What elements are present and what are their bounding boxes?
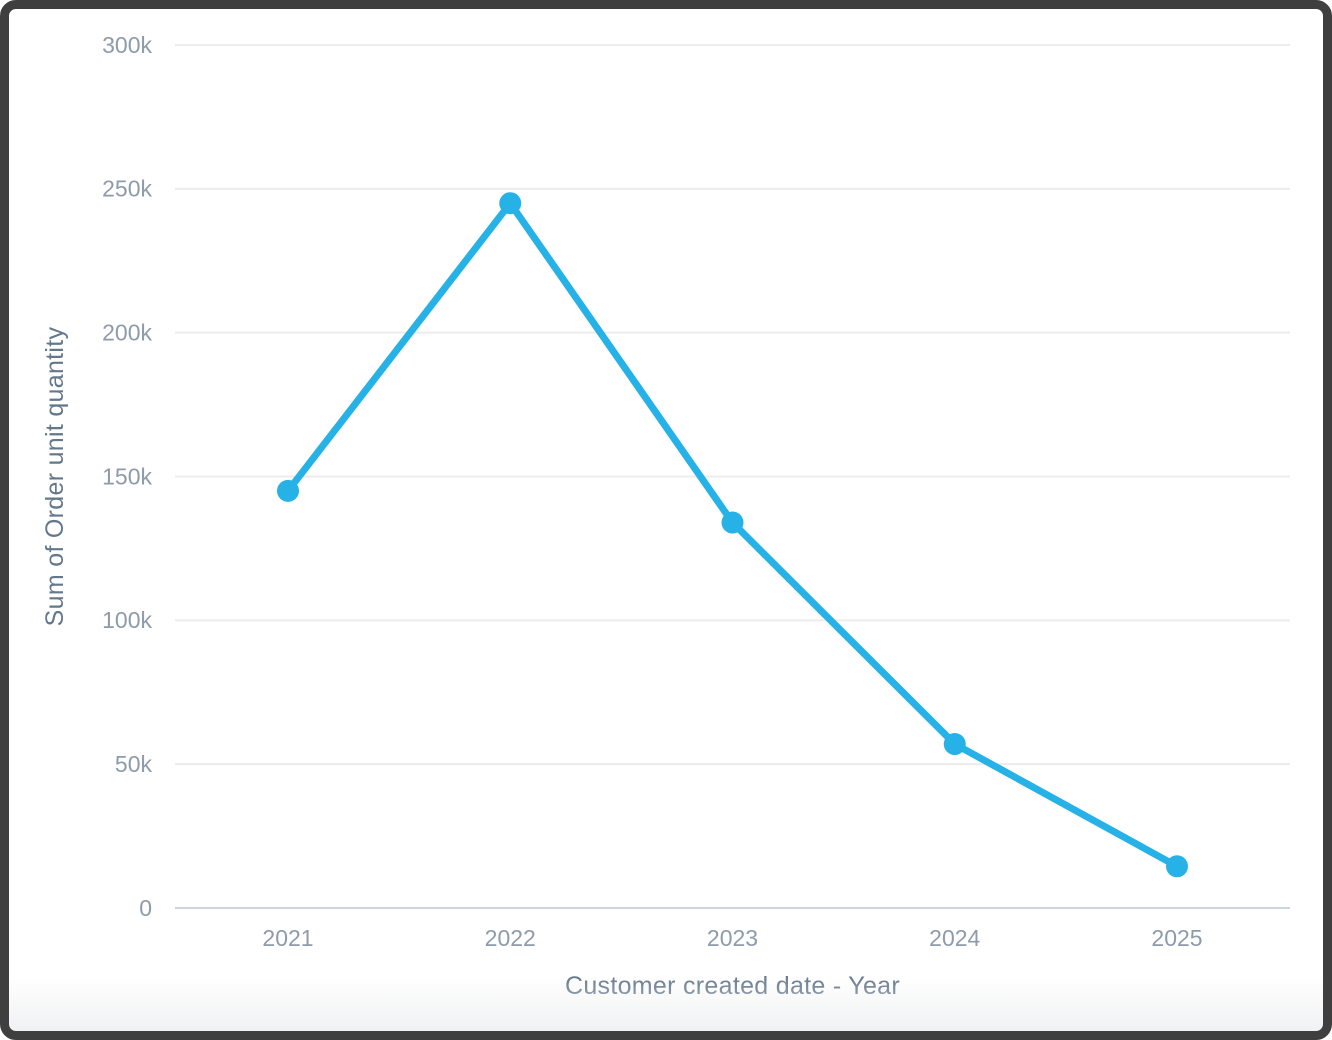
y-axis-title: Sum of Order unit quantity [41, 326, 69, 627]
y-tick-label: 100k [102, 607, 152, 633]
x-tick-label: 2023 [707, 925, 758, 951]
y-tick-label: 200k [102, 319, 152, 345]
data-point[interactable] [721, 511, 744, 534]
data-point[interactable] [499, 192, 522, 215]
x-tick-label: 2025 [1151, 925, 1202, 951]
y-tick-label: 300k [102, 32, 152, 58]
x-tick-label: 2022 [485, 925, 536, 951]
y-tick-label: 150k [102, 463, 152, 489]
data-line [284, 199, 1181, 870]
data-point[interactable] [943, 733, 966, 756]
data-point[interactable] [277, 479, 299, 502]
y-tick-label: 50k [115, 751, 153, 777]
y-tick-label: 0 [139, 895, 152, 921]
x-axis-title: Customer created date - Year [565, 972, 900, 1000]
y-tick-label: 250k [102, 176, 152, 202]
data-point[interactable] [1166, 855, 1188, 878]
x-tick-label: 2024 [929, 925, 980, 951]
x-tick-label: 2021 [262, 925, 313, 951]
